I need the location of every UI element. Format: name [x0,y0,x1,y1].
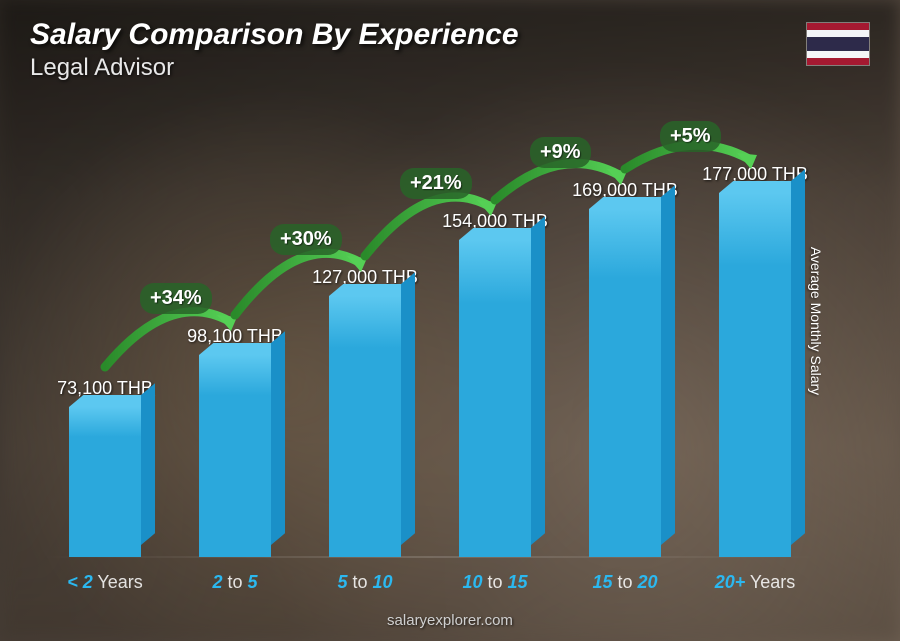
bar-front-face [589,209,661,557]
x-axis-label: 5 to 10 [305,572,425,593]
bar-group: 73,100 THB [45,378,165,557]
chart-area: 73,100 THB98,100 THB127,000 THB154,000 T… [40,73,820,593]
chart-title: Salary Comparison By Experience [30,18,519,52]
flag-stripe [807,23,869,30]
flag-stripe [807,30,869,37]
bar-3d [459,240,531,557]
bar-group: 127,000 THB [305,267,425,557]
bar-group: 177,000 THB [695,164,815,557]
bar-group: 169,000 THB [565,180,685,557]
bar-front-face [719,193,791,557]
bar-group: 98,100 THB [175,326,295,557]
bar-3d [589,209,661,557]
chart-subtitle: Legal Advisor [30,54,519,82]
bar-3d [199,355,271,557]
y-axis-label: Average Monthly Salary [808,246,824,394]
bar-side-face [141,383,155,545]
bar-3d [719,193,791,557]
bar-3d [329,296,401,557]
header: Salary Comparison By Experience Legal Ad… [30,18,519,82]
flag-stripe [807,58,869,65]
flag-stripe [807,37,869,51]
flag-thailand [806,22,870,66]
bar-group: 154,000 THB [435,211,555,557]
x-axis-label: < 2 Years [45,572,165,593]
bar-side-face [791,169,805,545]
x-axis-label: 15 to 20 [565,572,685,593]
bar-front-face [69,407,141,557]
x-axis-label: 20+ Years [695,572,815,593]
x-axis: < 2 Years 2 to 5 5 to 10 10 to 15 15 to 20 20… [40,572,820,593]
bar-front-face [459,240,531,557]
x-axis-label: 10 to 15 [435,572,555,593]
x-axis-label: 2 to 5 [175,572,295,593]
bar-side-face [661,185,675,545]
footer-credit: salaryexplorer.com [0,612,900,629]
bar-side-face [531,216,545,545]
flag-stripe [807,51,869,58]
bar-front-face [199,355,271,557]
bar-front-face [329,296,401,557]
bar-side-face [401,272,415,545]
bar-side-face [271,331,285,545]
bars-container: 73,100 THB98,100 THB127,000 THB154,000 T… [40,97,820,557]
bar-3d [69,407,141,557]
